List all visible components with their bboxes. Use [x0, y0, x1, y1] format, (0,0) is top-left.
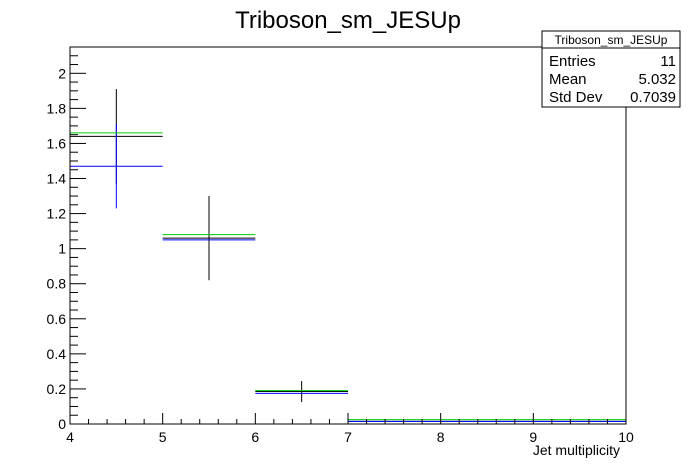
y-tick-label: 2: [58, 65, 66, 81]
y-tick-label: 0: [58, 416, 66, 432]
stats-mean-label: Mean: [549, 71, 587, 88]
series-0: [70, 89, 626, 422]
y-axis: 0 0.2 0.4 0.6 0.8 1 1.2 1.4 1.6 1.8 2: [47, 46, 86, 432]
y-tick-label: 0.8: [47, 276, 67, 292]
x-tick-label: 7: [344, 429, 352, 445]
x-axis: 4 5 6 7 8 9 10: [66, 413, 634, 445]
x-tick-label: 8: [437, 429, 445, 445]
y-tick-label: 0.2: [47, 381, 67, 397]
x-axis-label: Jet multiplicity: [533, 442, 620, 458]
histogram-marks: [70, 89, 626, 422]
stats-mean-value: 5.032: [638, 71, 676, 88]
x-tick-label: 9: [529, 429, 537, 445]
stats-box: Triboson_sm_JESUp Entries 11 Mean 5.032 …: [541, 30, 681, 108]
x-tick-label: 5: [159, 429, 167, 445]
stats-stddev-label: Std Dev: [549, 89, 603, 106]
y-tick-label: 1.4: [47, 171, 67, 187]
y-tick-label: 1: [58, 241, 66, 257]
stats-stddev-value: 0.7039: [630, 89, 676, 106]
x-tick-label: 10: [618, 429, 634, 445]
stats-box-frame: [541, 30, 681, 108]
y-tick-label: 1.8: [47, 100, 67, 116]
y-tick-label: 0.4: [47, 346, 67, 362]
series-2: [70, 132, 626, 421]
x-tick-label: 4: [66, 429, 74, 445]
stats-entries-label: Entries: [549, 53, 596, 70]
y-tick-label: 1.6: [47, 135, 67, 151]
x-tick-label: 6: [251, 429, 259, 445]
stats-box-title: Triboson_sm_JESUp: [555, 33, 668, 47]
y-tick-label: 0.6: [47, 311, 67, 327]
stats-entries-value: 11: [660, 53, 676, 70]
chart-title: Triboson_sm_JESUp: [235, 7, 461, 34]
y-tick-label: 1.2: [47, 206, 67, 222]
series-1: [70, 124, 626, 422]
